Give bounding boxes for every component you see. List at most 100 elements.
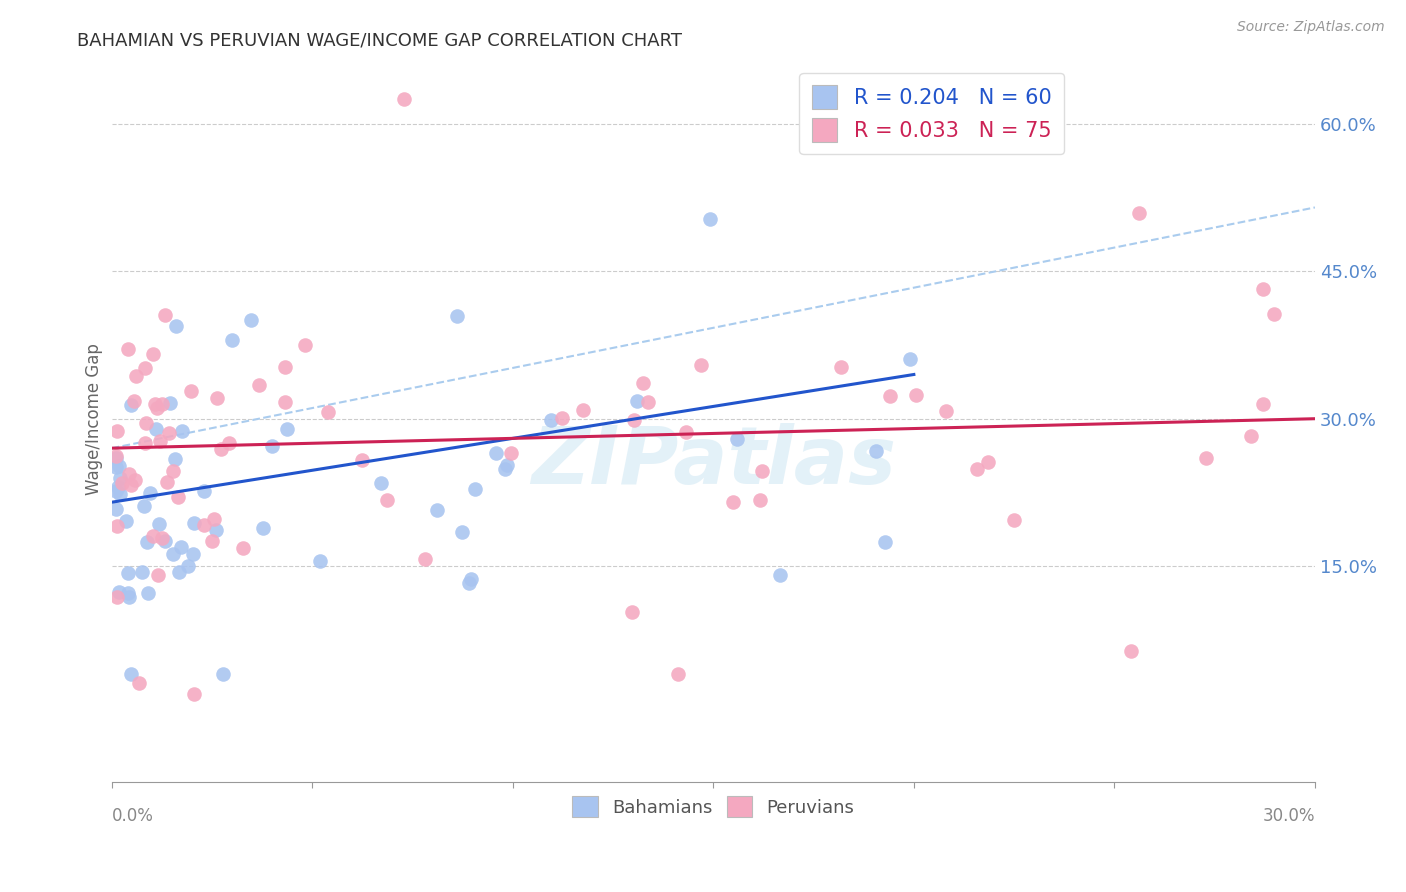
Point [205, 523, 228, 537]
Point [875, 535, 897, 549]
Point [193, 518, 215, 533]
Point [132, 500, 155, 514]
Point [211, 667, 233, 681]
Point [446, 309, 468, 323]
Point [104, 502, 127, 516]
Point [162, 464, 184, 478]
Point [111, 475, 134, 490]
Point [120, 667, 142, 681]
Point [183, 516, 205, 531]
Point [274, 360, 297, 375]
Point [458, 575, 481, 590]
Point [117, 566, 139, 580]
Point [898, 351, 921, 366]
Point [124, 473, 146, 487]
Point [166, 319, 188, 334]
Point [247, 378, 270, 392]
Point [294, 337, 316, 351]
Point [143, 397, 166, 411]
Point [749, 492, 772, 507]
Point [107, 585, 129, 599]
Point [167, 565, 190, 579]
Point [1128, 206, 1150, 220]
Point [370, 475, 392, 490]
Point [128, 676, 150, 690]
Point [1251, 282, 1274, 296]
Point [218, 435, 240, 450]
Point [108, 471, 131, 485]
Point [150, 531, 173, 545]
Point [120, 398, 142, 412]
Point [105, 424, 128, 438]
Point [157, 425, 180, 440]
Point [138, 585, 160, 599]
Point [146, 401, 169, 416]
Point [675, 425, 697, 439]
Point [631, 376, 654, 391]
Point [699, 211, 721, 226]
Point [935, 404, 957, 418]
Point [135, 416, 157, 430]
Point [117, 586, 139, 600]
Point [105, 591, 128, 605]
Point [769, 568, 792, 582]
Point [494, 462, 516, 476]
Point [122, 394, 145, 409]
Point [571, 403, 593, 417]
Point [134, 361, 156, 376]
Point [180, 384, 202, 399]
Point [394, 92, 416, 106]
Point [149, 434, 172, 448]
Point [751, 464, 773, 478]
Point [499, 446, 522, 460]
Point [142, 529, 165, 543]
Point [193, 483, 215, 498]
Point [156, 475, 179, 489]
Point [104, 449, 127, 463]
Point [450, 524, 472, 539]
Point [170, 424, 193, 438]
Legend: Bahamians, Peruvians: Bahamians, Peruvians [565, 789, 862, 824]
Point [142, 347, 165, 361]
Point [1195, 450, 1218, 465]
Point [551, 411, 574, 425]
Point [540, 413, 562, 427]
Point [162, 547, 184, 561]
Point [1002, 513, 1025, 527]
Point [879, 388, 901, 402]
Point [413, 552, 436, 566]
Point [155, 533, 177, 548]
Point [207, 391, 229, 405]
Point [425, 503, 447, 517]
Point [105, 518, 128, 533]
Point [104, 451, 127, 466]
Point [668, 666, 690, 681]
Point [350, 453, 373, 467]
Point [136, 535, 159, 549]
Point [165, 452, 187, 467]
Point [221, 333, 243, 347]
Point [131, 565, 153, 579]
Point [1119, 644, 1142, 658]
Point [232, 541, 254, 556]
Point [464, 482, 486, 496]
Point [202, 512, 225, 526]
Point [181, 547, 204, 561]
Point [1263, 307, 1285, 321]
Point [252, 521, 274, 535]
Point [905, 388, 928, 402]
Y-axis label: Wage/Income Gap: Wage/Income Gap [86, 343, 103, 495]
Point [723, 495, 745, 509]
Point [139, 486, 162, 500]
Text: Source: ZipAtlas.com: Source: ZipAtlas.com [1237, 20, 1385, 34]
Point [239, 313, 262, 327]
Point [118, 590, 141, 604]
Point [966, 462, 988, 476]
Point [316, 404, 339, 418]
Point [1240, 429, 1263, 443]
Point [107, 458, 129, 473]
Point [725, 432, 748, 446]
Text: BAHAMIAN VS PERUVIAN WAGE/INCOME GAP CORRELATION CHART: BAHAMIAN VS PERUVIAN WAGE/INCOME GAP COR… [77, 31, 682, 49]
Point [274, 395, 297, 409]
Point [690, 359, 713, 373]
